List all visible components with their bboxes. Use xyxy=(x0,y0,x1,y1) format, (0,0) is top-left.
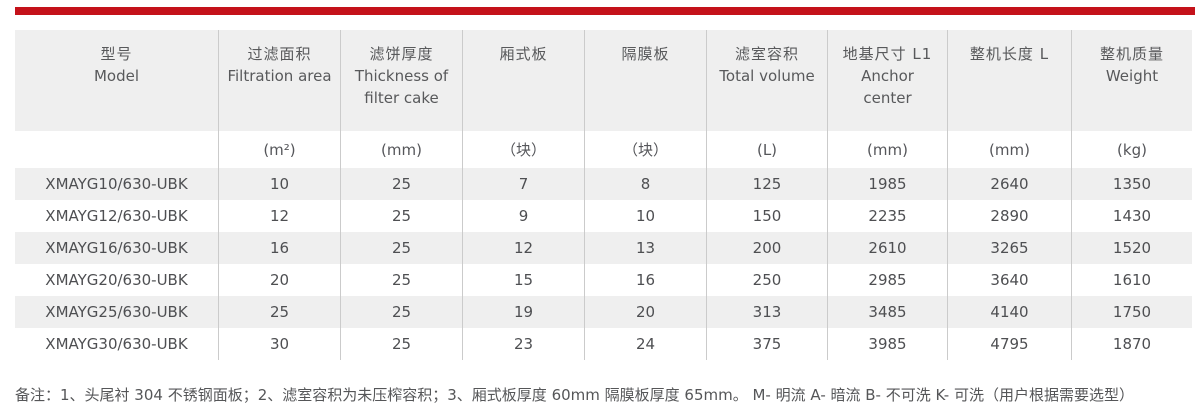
header-label-zh: 地基尺寸 L1 xyxy=(842,45,933,63)
table-row: XMAYG16/630-UBK 16 25 12 13 200 2610 3265 1520 xyxy=(15,232,1192,264)
unit-cell: （块） xyxy=(463,131,585,168)
header-label-en: Weight xyxy=(1105,67,1159,85)
header-label-zh: 整机质量 xyxy=(1099,45,1164,63)
value-cell: 1610 xyxy=(1112,271,1152,289)
value-cell: 200 xyxy=(707,232,828,264)
value-cell: 4140 xyxy=(948,296,1072,328)
unit-cell: (L) xyxy=(707,131,828,168)
header-label-zh: 整机长度 L xyxy=(969,45,1050,63)
value-cell: 25 xyxy=(341,328,463,360)
value-cell: 15 xyxy=(463,264,585,296)
header-cell: 地基尺寸 L1 Anchor center xyxy=(828,30,948,131)
value-cell: 12 xyxy=(463,232,585,264)
model-cell: XMAYG10/630-UBK xyxy=(15,168,219,200)
value-cell: 2640 xyxy=(948,168,1072,200)
value-cell: 2235 xyxy=(828,200,948,232)
value-cell: 10 xyxy=(585,200,707,232)
value-cell: 13 xyxy=(585,232,707,264)
header-label-en: Filtration area xyxy=(227,67,332,85)
value-cell: 3640 xyxy=(948,264,1072,296)
model-cell: XMAYG25/630-UBK xyxy=(15,296,219,328)
header-cell: 整机长度 L xyxy=(948,30,1072,131)
value-cell: 1870 xyxy=(1112,335,1152,353)
value-cell: 2610 xyxy=(828,232,948,264)
top-accent-bar xyxy=(15,7,1195,15)
header-cell: 型号 Model xyxy=(15,30,219,131)
value-cell: 1750 xyxy=(1112,303,1152,321)
value-cell: 23 xyxy=(463,328,585,360)
value-cell: 10 xyxy=(219,168,341,200)
value-cell: 12 xyxy=(219,200,341,232)
value-cell: 3485 xyxy=(828,296,948,328)
header-cell: 隔膜板 xyxy=(585,30,707,131)
value-cell: 313 xyxy=(707,296,828,328)
value-cell: 4795 xyxy=(948,328,1072,360)
value-cell: 25 xyxy=(341,168,463,200)
value-cell: 25 xyxy=(341,232,463,264)
value-cell: 20 xyxy=(585,296,707,328)
table-row: XMAYG12/630-UBK 12 25 9 10 150 2235 2890 1430 xyxy=(15,200,1192,232)
table-row: XMAYG25/630-UBK 25 25 19 20 313 3485 4140 1750 xyxy=(15,296,1192,328)
table-header-row: 型号 Model 过滤面积 Filtration area 滤饼厚度 Thickness … xyxy=(15,30,1192,131)
table-body: XMAYG10/630-UBK 10 25 7 8 125 1985 2640 1350 XMAY… xyxy=(15,168,1192,360)
header-label-zh: 隔膜板 xyxy=(621,45,670,63)
value-cell: 1350 xyxy=(1112,175,1152,193)
value-cell: 2890 xyxy=(948,200,1072,232)
header-cell: 过滤面积 Filtration area xyxy=(219,30,341,131)
value-cell: 150 xyxy=(707,200,828,232)
value-cell: 25 xyxy=(341,200,463,232)
value-cell: 250 xyxy=(707,264,828,296)
footnote: 备注：1、头尾衬 304 不锈钢面板；2、滤室容积为未压榨容积；3、厢式板厚度 … xyxy=(15,386,1134,404)
unit-cell: (mm) xyxy=(828,131,948,168)
table-row: XMAYG20/630-UBK 20 25 15 16 250 2985 3640 1610 xyxy=(15,264,1192,296)
table-units-row: (m²) (mm) （块） （块） (L) (mm) (mm) (kg) xyxy=(15,131,1192,168)
value-cell: 1430 xyxy=(1112,207,1152,225)
value-cell: 1520 xyxy=(1112,239,1152,257)
value-cell: 7 xyxy=(463,168,585,200)
header-cell: 厢式板 xyxy=(463,30,585,131)
table-row: XMAYG30/630-UBK 30 25 23 24 375 3985 4795 1870 xyxy=(15,328,1192,360)
value-cell: 30 xyxy=(219,328,341,360)
value-cell: 25 xyxy=(341,264,463,296)
header-label-zh: 厢式板 xyxy=(499,45,548,63)
header-label-zh: 滤室容积 xyxy=(734,45,799,63)
header-label-en: Model xyxy=(93,67,140,85)
value-cell: 9 xyxy=(463,200,585,232)
unit-cell: (kg) xyxy=(1117,140,1147,159)
unit-cell: (mm) xyxy=(948,131,1072,168)
header-label-zh: 滤饼厚度 xyxy=(369,45,434,63)
header-label-en: Total volume xyxy=(719,67,815,85)
unit-cell: （块） xyxy=(585,131,707,168)
spec-table: 型号 Model 过滤面积 Filtration area 滤饼厚度 Thickness … xyxy=(15,30,1192,360)
value-cell: 16 xyxy=(585,264,707,296)
header-cell: 滤饼厚度 Thickness of filter cake xyxy=(341,30,463,131)
header-label-en: Anchor center xyxy=(861,67,914,107)
value-cell: 25 xyxy=(341,296,463,328)
header-label-zh: 过滤面积 xyxy=(247,45,312,63)
value-cell: 125 xyxy=(707,168,828,200)
unit-cell: (m²) xyxy=(219,131,341,168)
value-cell: 16 xyxy=(219,232,341,264)
value-cell: 24 xyxy=(585,328,707,360)
model-cell: XMAYG30/630-UBK xyxy=(15,328,219,360)
header-label-zh: 型号 xyxy=(100,45,133,63)
model-cell: XMAYG16/630-UBK xyxy=(15,232,219,264)
model-cell: XMAYG20/630-UBK xyxy=(15,264,219,296)
unit-cell xyxy=(15,131,219,168)
value-cell: 3265 xyxy=(948,232,1072,264)
header-cell: 整机质量 Weight xyxy=(1072,30,1192,131)
value-cell: 375 xyxy=(707,328,828,360)
unit-cell: (mm) xyxy=(341,131,463,168)
model-cell: XMAYG12/630-UBK xyxy=(15,200,219,232)
table-row: XMAYG10/630-UBK 10 25 7 8 125 1985 2640 1350 xyxy=(15,168,1192,200)
value-cell: 8 xyxy=(585,168,707,200)
value-cell: 25 xyxy=(219,296,341,328)
header-label-en: Thickness of filter cake xyxy=(354,67,449,107)
value-cell: 19 xyxy=(463,296,585,328)
value-cell: 1985 xyxy=(828,168,948,200)
header-cell: 滤室容积 Total volume xyxy=(707,30,828,131)
value-cell: 2985 xyxy=(828,264,948,296)
value-cell: 20 xyxy=(219,264,341,296)
value-cell: 3985 xyxy=(828,328,948,360)
